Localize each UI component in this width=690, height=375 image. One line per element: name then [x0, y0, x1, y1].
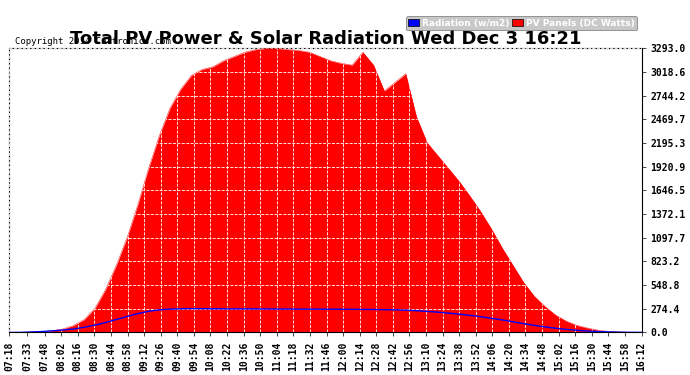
Text: Copyright 2014 Cartronics.com: Copyright 2014 Cartronics.com [15, 37, 171, 46]
Legend: Radiation (w/m2), PV Panels (DC Watts): Radiation (w/m2), PV Panels (DC Watts) [406, 16, 637, 30]
Title: Total PV Power & Solar Radiation Wed Dec 3 16:21: Total PV Power & Solar Radiation Wed Dec… [70, 30, 581, 48]
